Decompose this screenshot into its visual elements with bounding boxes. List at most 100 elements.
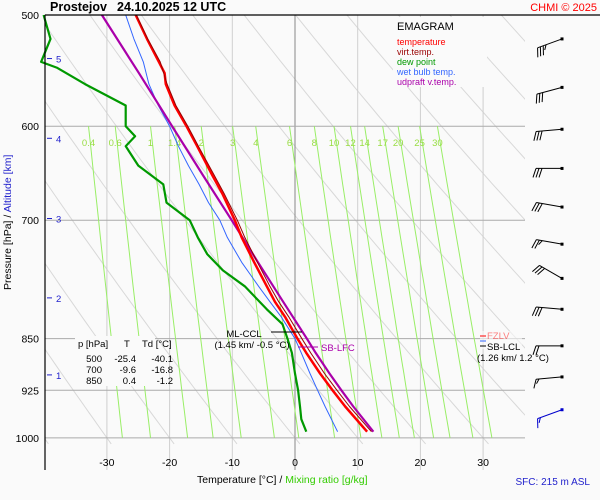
sb-lcl-label: SB-LCL <box>487 342 520 353</box>
wind-barb-station <box>560 408 564 412</box>
surface-elevation: SFC: 215 m ASL <box>516 477 591 488</box>
wind-barb-flag <box>538 240 543 245</box>
wind-barb <box>532 344 564 355</box>
ml-ccl-detail: (1.45 km/ -0.5 °C) <box>214 340 289 351</box>
wind-barb-flag <box>533 379 537 389</box>
legend-wet-bulb: wet bulb temp. <box>396 67 456 77</box>
dry-adiabat-line <box>398 15 525 160</box>
wind-barb <box>532 166 564 178</box>
altitude-tick-label: 5 <box>56 55 61 66</box>
x-tick-labels: -30 -20 -10 0 10 20 30 <box>99 457 489 469</box>
table-cell: -25.4 <box>114 354 136 365</box>
table-cell: -40.1 <box>151 354 173 365</box>
table-cell: 700 <box>86 365 102 376</box>
altitude-tick-label: 4 <box>56 134 61 145</box>
series-virt-temp <box>135 14 372 433</box>
wind-barb-flag <box>538 168 543 178</box>
x-tick-label: 0 <box>292 457 298 469</box>
legend-virt-temp: virt.temp. <box>397 47 434 57</box>
mixing-ratio-label: 1.4 <box>168 138 181 149</box>
series-udpraft-v-temp <box>100 14 375 433</box>
wind-barb <box>535 85 564 104</box>
wind-barb-flag <box>536 131 540 141</box>
profile-lines <box>39 14 375 433</box>
wind-barb-flag <box>532 168 537 178</box>
wind-barbs <box>531 37 564 429</box>
wind-barb-flag <box>535 168 540 178</box>
ml-ccl-label: ML-CCL <box>226 329 261 340</box>
y-tick-labels: 500 600 700 850 925 1000 <box>16 10 40 445</box>
mixing-ratio-label: 14 <box>359 138 370 149</box>
table-cell: -1.2 <box>157 376 173 387</box>
wind-barb-station <box>560 166 564 170</box>
table-cell: -9.6 <box>120 365 136 376</box>
mixing-ratio-line <box>114 126 151 438</box>
wind-barb-staff <box>537 38 563 49</box>
wind-barb-flag <box>537 307 543 317</box>
altitude-tick-label: 1 <box>56 371 61 382</box>
mixing-ratio-label: 12 <box>345 138 356 149</box>
y-tick-label: 850 <box>21 334 39 346</box>
mixing-ratio-line <box>364 126 415 438</box>
wind-barb-station <box>560 375 564 379</box>
wind-barb-flag <box>532 345 537 355</box>
grid-layer <box>45 15 525 470</box>
mixing-ratio-label: 2 <box>199 138 204 149</box>
mixing-ratio-line <box>88 126 123 438</box>
mixing-ratio-lines: 0.4 0.6 1 1.4 2 3 4 6 8 10 12 14 17 20 25 30 <box>82 126 493 438</box>
dry-adiabat-line <box>500 15 525 42</box>
sb-lcl-detail: (1.26 km/ 1.2 °C) <box>477 353 549 364</box>
x-tick-label: 20 <box>415 457 427 469</box>
y-tick-label: 700 <box>21 215 39 227</box>
legend-temperature: temperature <box>397 37 446 47</box>
y-tick-label: 600 <box>21 121 39 133</box>
mixing-ratio-label: 4 <box>253 138 258 149</box>
wind-barb-flag <box>541 92 544 103</box>
mixing-ratio-label: 3 <box>230 138 235 149</box>
wind-barb-flag <box>539 130 543 141</box>
wind-barb-station <box>560 242 564 246</box>
wind-barb-station <box>560 276 564 280</box>
table-cell: -16.8 <box>151 365 173 376</box>
wind-barb-station <box>560 344 564 348</box>
x-tick-label: -10 <box>225 457 240 469</box>
wind-barb-flag <box>537 268 546 276</box>
mixing-ratio-label: 20 <box>393 138 404 149</box>
mixing-ratio-line <box>350 126 400 438</box>
wind-barb-staff <box>536 306 563 310</box>
y-tick-label: 925 <box>21 385 39 397</box>
wind-barb-flag <box>531 202 537 212</box>
y-tick-label: 1000 <box>16 433 40 445</box>
fzl-label: FZLV <box>487 331 510 342</box>
x-axis-label: Temperature [°C] / Mixing ratio [g/kg] <box>197 474 368 486</box>
wind-barb-flag <box>544 44 547 51</box>
dry-adiabat-line <box>243 15 525 349</box>
mixing-ratio-label: 30 <box>432 138 443 149</box>
wind-barb-staff <box>536 128 563 133</box>
sb-lfc-label: SB-LFC <box>321 343 355 354</box>
legend-updraft: udpraft v.temp. <box>397 77 456 87</box>
dry-adiabat-line <box>295 15 525 284</box>
datetime: 24.10.2025 12 UTC <box>117 0 226 14</box>
wind-barb-flag <box>535 345 540 355</box>
y-axis-label: Pressure [hPa] / Altitude [km] <box>2 155 14 290</box>
wind-barb-staff <box>537 409 563 420</box>
y-tick-label: 500 <box>21 10 39 22</box>
mixing-ratio-line <box>255 126 300 438</box>
copyright: CHMI © 2025 <box>530 2 597 14</box>
altitude-ticks: 1 2 3 4 5 <box>47 55 61 382</box>
wind-barb-flag <box>536 378 540 384</box>
altitude-tick-label: 3 <box>56 215 61 226</box>
wind-barb-staff <box>536 202 563 208</box>
wind-barb <box>533 127 564 141</box>
wind-barb-flag <box>534 239 540 249</box>
mixing-ratio-line <box>289 126 336 438</box>
table-cell: 500 <box>86 354 102 365</box>
wind-barb-station <box>560 85 564 89</box>
wind-barb-staff <box>536 376 563 380</box>
mixing-ratio-label: 8 <box>312 138 317 149</box>
wind-barb-flag <box>534 202 540 212</box>
mixing-ratio-label: 0.6 <box>109 138 122 149</box>
dry-adiabat-line <box>346 15 525 221</box>
mixing-ratio-line <box>200 126 242 438</box>
